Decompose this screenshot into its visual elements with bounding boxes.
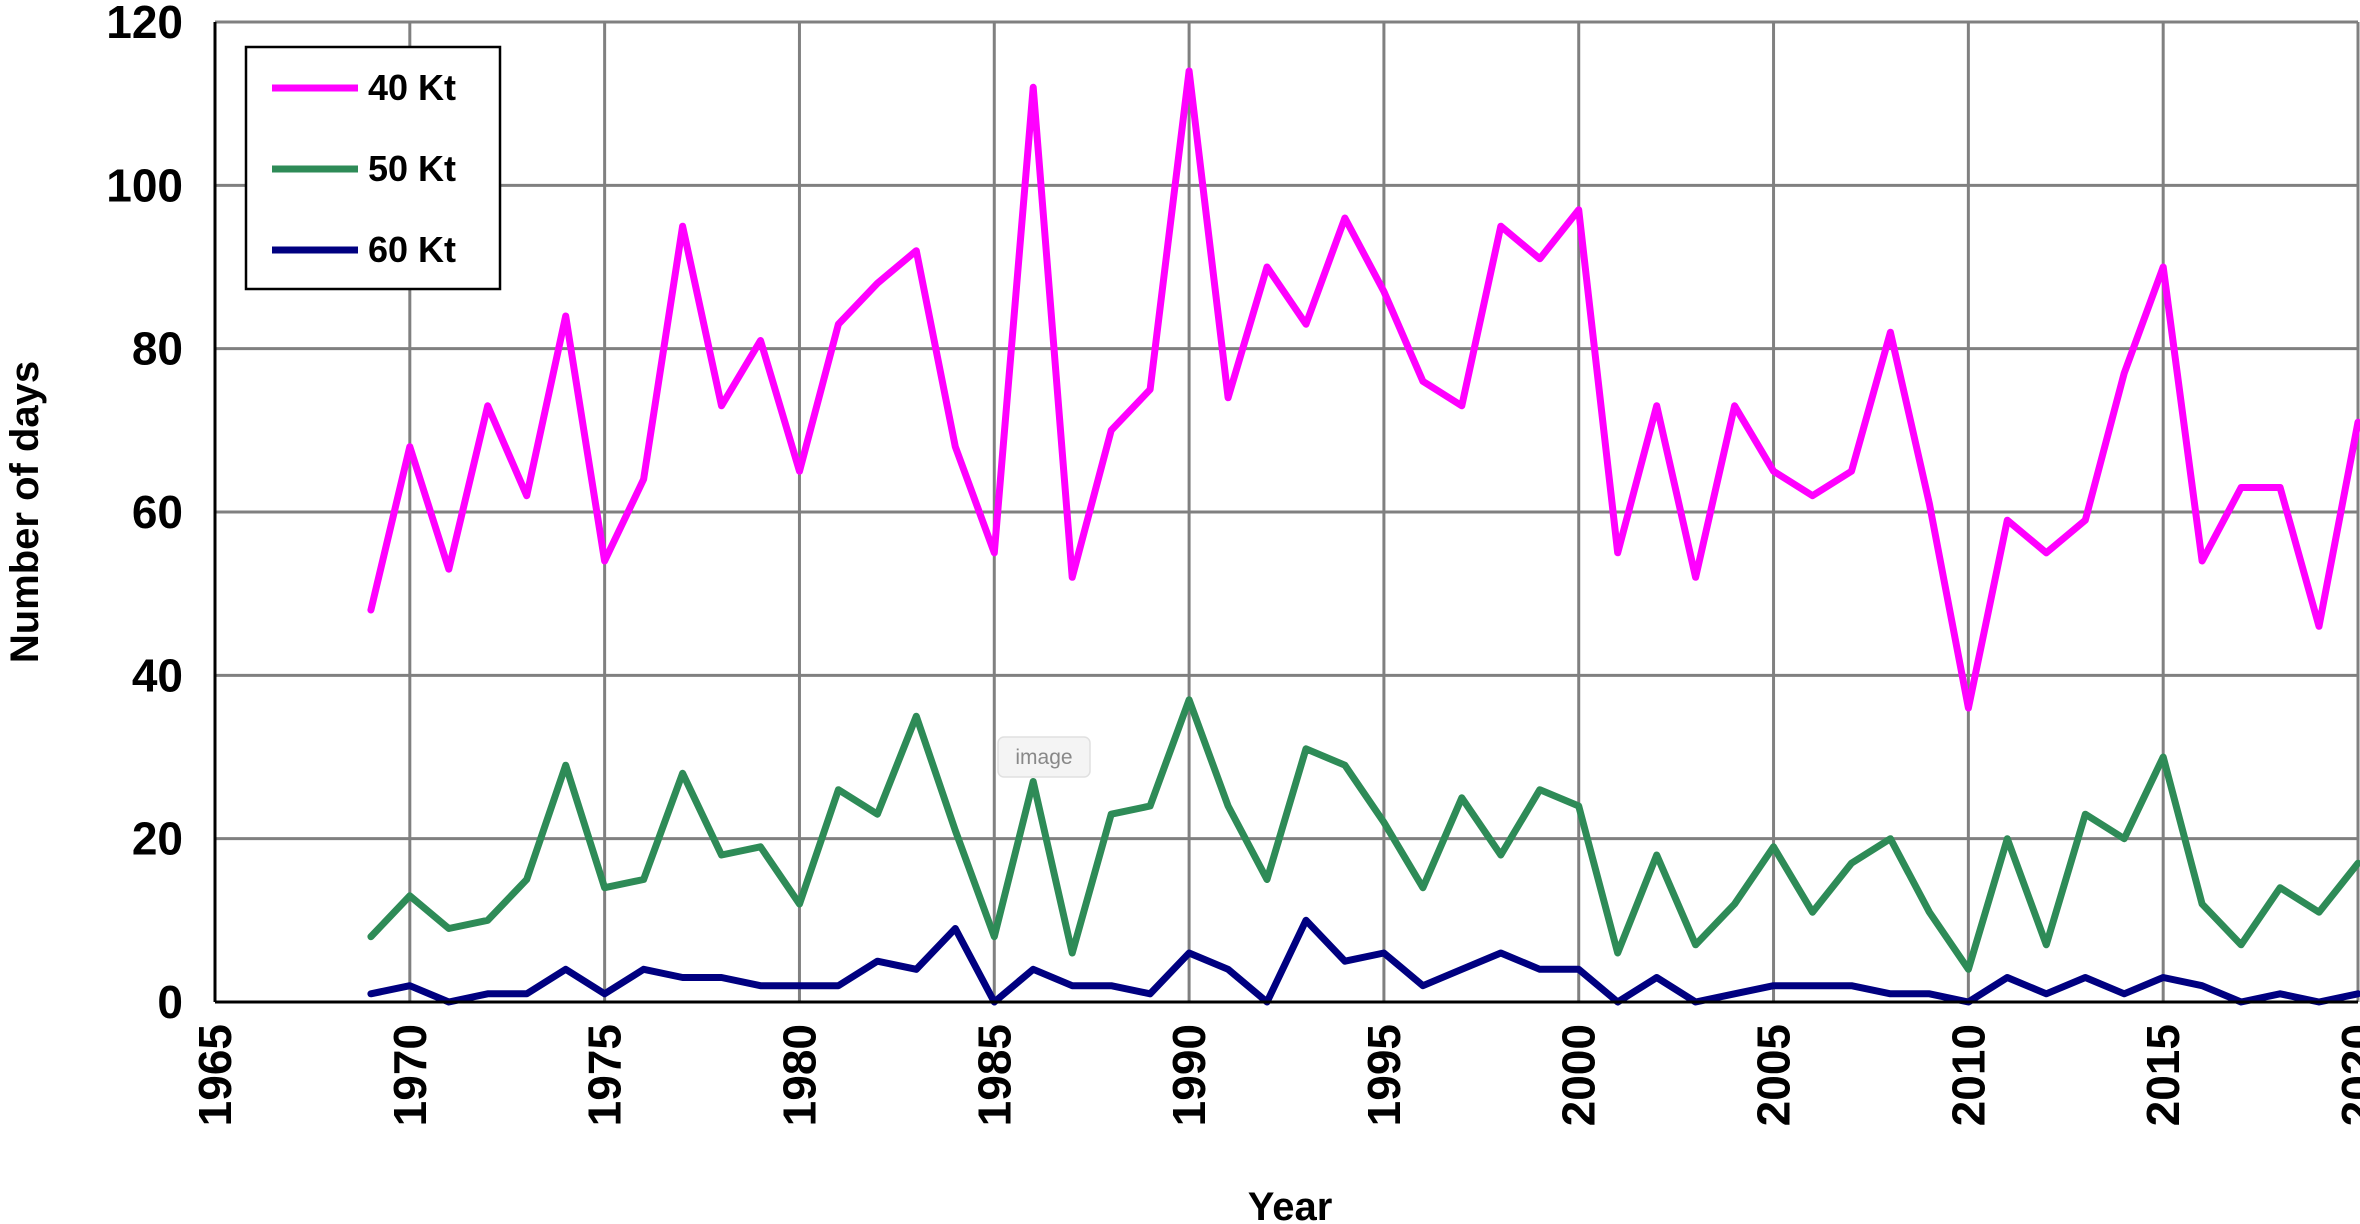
x-tick-label-1970: 1970 (384, 1024, 436, 1126)
series-line-40kt (367, 67, 2360, 712)
x-tick-label-1965: 1965 (189, 1024, 241, 1126)
x-tick-label-1985: 1985 (968, 1024, 1020, 1126)
axes (213, 22, 2358, 1004)
y-tick-label-20: 20 (132, 813, 183, 865)
x-tick-label-2020: 2020 (2332, 1024, 2360, 1126)
grid-lines (213, 20, 2360, 1004)
legend-label-50kt: 50 Kt (368, 148, 456, 189)
x-tick-label-2005: 2005 (1748, 1024, 1800, 1126)
series-line-60kt (367, 916, 2360, 1006)
y-axis-title: Number of days (3, 361, 47, 663)
y-tick-label-60: 60 (132, 486, 183, 538)
y-tick-label-40: 40 (132, 649, 183, 701)
y-tick-label-100: 100 (106, 159, 183, 211)
x-tick-labels: 1965 1970 1975 1980 1985 1990 1995 2000 2005 2010… (189, 1024, 2360, 1126)
y-tick-label-80: 80 (132, 323, 183, 375)
legend-label-60kt: 60 Kt (368, 229, 456, 270)
watermark-label: image (1015, 746, 1072, 769)
x-tick-label-2000: 2000 (1553, 1024, 1605, 1126)
series-line-50kt (367, 696, 2360, 973)
y-tick-label-120: 120 (106, 0, 183, 48)
image-watermark: image (997, 736, 1091, 778)
y-tick-label-0: 0 (157, 976, 183, 1028)
x-axis-title: Year (1248, 1185, 1333, 1224)
series-lines (367, 67, 2360, 1006)
x-tick-label-2010: 2010 (1942, 1024, 1994, 1126)
x-tick-label-1995: 1995 (1358, 1024, 1410, 1126)
watermark-box (997, 736, 1091, 778)
x-tick-label-1975: 1975 (579, 1024, 631, 1126)
x-tick-label-1980: 1980 (774, 1024, 826, 1126)
y-tick-labels: 0 20 40 60 80 100 120 (106, 0, 183, 1028)
legend-label-40kt: 40 Kt (368, 67, 456, 108)
x-tick-label-1990: 1990 (1163, 1024, 1215, 1126)
x-tick-label-2015: 2015 (2137, 1024, 2189, 1126)
legend: 40 Kt 50 Kt 60 Kt (244, 45, 502, 291)
